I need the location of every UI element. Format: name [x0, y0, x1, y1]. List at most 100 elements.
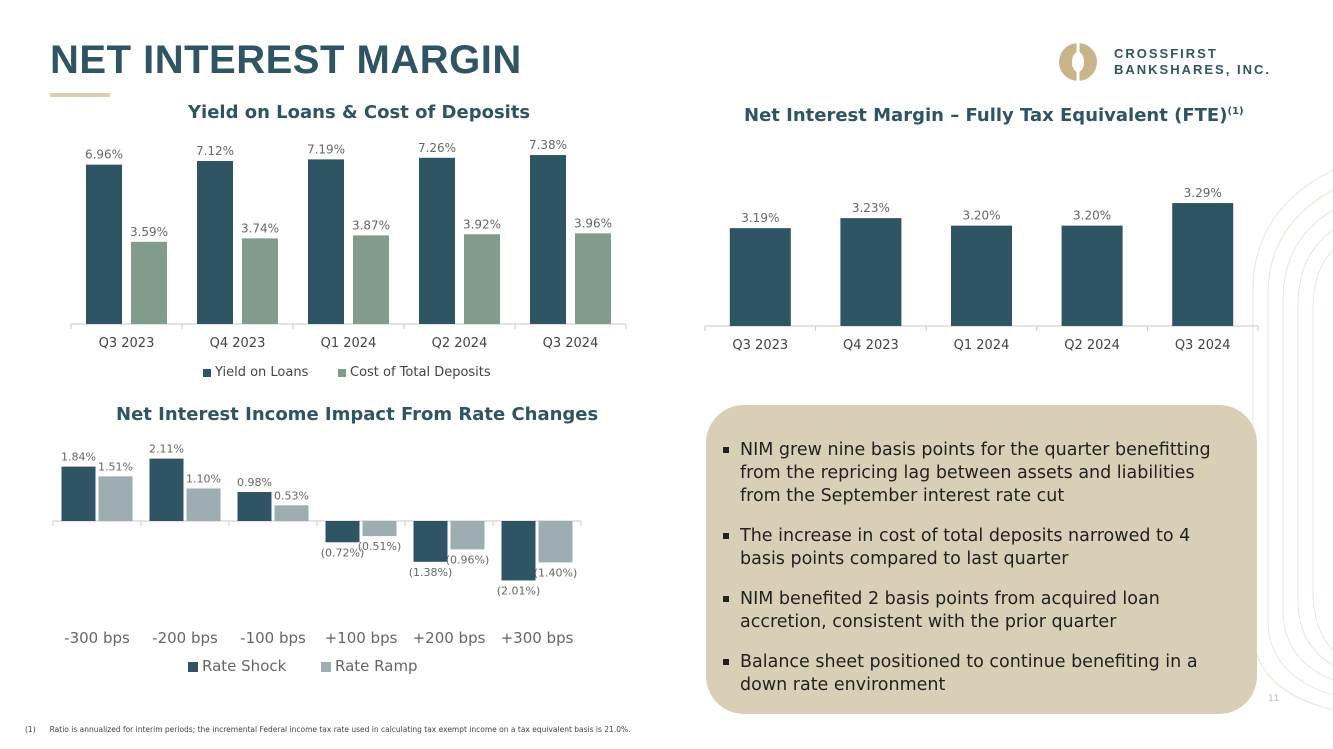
- legend-swatch: [188, 662, 198, 672]
- bar-rate-shock: [149, 458, 184, 521]
- highlight-item: Balance sheet positioned to continue ben…: [721, 651, 1237, 697]
- data-label: 3.96%: [574, 216, 612, 230]
- logo-line2: BANKSHARES, INC.: [1114, 62, 1271, 77]
- logo-line1: CROSSFIRST: [1114, 46, 1218, 61]
- data-label: 7.26%: [418, 141, 456, 155]
- data-label: 3.59%: [130, 225, 168, 239]
- x-tick-label: +300 bps: [501, 629, 574, 647]
- data-label: 3.92%: [463, 217, 501, 231]
- data-label: 3.23%: [852, 201, 890, 215]
- bar-yield-on-loans: [419, 157, 455, 324]
- highlight-text: Balance sheet positioned to continue ben…: [740, 652, 1198, 695]
- data-label: 3.20%: [962, 209, 1000, 223]
- bar-cost-of-total-deposits: [131, 241, 167, 324]
- data-label: (1.38%): [409, 566, 453, 579]
- bar-nim-fte-: [951, 225, 1012, 326]
- bar-rate-ramp: [274, 505, 309, 521]
- bar-nim-fte-: [1061, 225, 1123, 326]
- x-tick-label: -100 bps: [240, 629, 306, 647]
- logo-mark-icon: [1059, 42, 1097, 82]
- x-tick-label: Q2 2024: [1064, 338, 1120, 353]
- highlight-text: NIM grew nine basis points for the quart…: [740, 440, 1211, 506]
- bar-rate-shock: [325, 521, 360, 543]
- highlight-item: The increase in cost of total deposits n…: [721, 525, 1237, 571]
- bullet-square-icon: [723, 533, 729, 539]
- footnote: (1) Ratio is annualized for interim perio…: [25, 725, 631, 734]
- legend-swatch: [338, 369, 346, 377]
- x-tick-label: Q4 2023: [843, 338, 899, 353]
- chart-nim-fte: 3.19% 3.23% 3.20% 3.20% 3.29% Q3 2023 Q4 2023 Q…: [704, 186, 1259, 353]
- bar-cost-of-total-deposits: [464, 234, 500, 324]
- data-label: 1.84%: [61, 451, 96, 464]
- chart2-title-footnote: (1): [1227, 106, 1244, 117]
- highlight-text: NIM benefited 2 basis points from acquir…: [740, 589, 1160, 632]
- data-label: (0.96%): [446, 553, 490, 566]
- data-label: 7.12%: [196, 144, 234, 158]
- data-label: (0.72%): [321, 546, 365, 559]
- legend-label: Rate Shock: [202, 657, 287, 675]
- data-label: 3.87%: [352, 218, 390, 232]
- data-label: 0.98%: [237, 476, 272, 489]
- x-tick-label: +100 bps: [325, 629, 398, 647]
- chart3-title: Net Interest Income Impact From Rate Cha…: [116, 404, 599, 425]
- bar-yield-on-loans: [197, 160, 233, 324]
- bullet-square-icon: [723, 447, 729, 453]
- chart1-title: Yield on Loans & Cost of Deposits: [188, 102, 531, 123]
- bar-rate-ramp: [98, 476, 133, 521]
- data-label: 6.96%: [85, 148, 123, 162]
- x-tick-label: Q3 2023: [99, 336, 155, 351]
- x-tick-label: -300 bps: [64, 629, 130, 647]
- bar-cost-of-total-deposits: [353, 235, 389, 324]
- chart2-title-text: Net Interest Margin – Fully Tax Equivale…: [744, 105, 1228, 126]
- data-label: 7.38%: [529, 138, 567, 152]
- x-tick-label: Q3 2024: [543, 336, 599, 351]
- legend-swatch: [321, 662, 331, 672]
- title-underline: [50, 93, 110, 97]
- data-label: 1.51%: [98, 460, 133, 473]
- chart-rate-impact: 1.84% 2.11% 0.98% (0.72%) (1.38%) (2.01%) 1.51…: [52, 443, 582, 675]
- page-number: 11: [1268, 694, 1280, 704]
- chart-yield-cost: 6.96% 7.12% 7.19% 7.26% 7.38% 3.59% 3.74% 3.87%…: [70, 138, 627, 380]
- footnote-text: Ratio is annualized for interim periods;…: [49, 725, 631, 734]
- bar-rate-ramp: [450, 521, 485, 550]
- x-tick-label: -200 bps: [152, 629, 218, 647]
- chart2-title: Net Interest Margin – Fully Tax Equivale…: [744, 105, 1244, 126]
- bar-cost-of-total-deposits: [242, 238, 278, 324]
- data-label: 2.11%: [149, 443, 184, 456]
- highlight-item: NIM benefited 2 basis points from acquir…: [721, 588, 1237, 634]
- bar-nim-fte-: [729, 228, 791, 326]
- data-label: (2.01%): [497, 584, 541, 597]
- bar-rate-shock: [61, 466, 96, 521]
- bar-rate-ramp: [362, 521, 397, 537]
- background-pattern: [1252, 169, 1333, 710]
- bar-cost-of-total-deposits: [575, 233, 611, 324]
- data-label: 7.19%: [307, 142, 345, 156]
- x-tick-label: Q3 2023: [732, 338, 788, 353]
- bullet-square-icon: [723, 659, 729, 665]
- bar-nim-fte-: [1172, 203, 1234, 326]
- x-tick-label: Q1 2024: [954, 338, 1010, 353]
- bar-yield-on-loans: [308, 159, 344, 324]
- data-label: 3.20%: [1073, 209, 1111, 223]
- data-label: 3.19%: [741, 211, 779, 225]
- bullet-square-icon: [723, 596, 729, 602]
- data-label: 1.10%: [186, 472, 221, 485]
- bar-nim-fte-: [840, 218, 902, 326]
- data-label: (1.40%): [534, 566, 578, 579]
- bar-yield-on-loans: [530, 155, 566, 324]
- data-label: (0.51%): [358, 540, 402, 553]
- highlight-text: The increase in cost of total deposits n…: [740, 526, 1191, 569]
- footnote-marker: (1): [25, 725, 36, 734]
- bar-yield-on-loans: [86, 164, 122, 324]
- highlights-box: NIM grew nine basis points for the quart…: [706, 405, 1257, 714]
- data-label: 0.53%: [274, 489, 309, 502]
- x-tick-label: Q1 2024: [321, 336, 377, 351]
- legend-swatch: [203, 369, 211, 377]
- bar-rate-shock: [237, 492, 272, 521]
- legend-label: Cost of Total Deposits: [350, 365, 491, 380]
- page-title: NET INTEREST MARGIN: [50, 38, 522, 82]
- x-tick-label: +200 bps: [413, 629, 486, 647]
- x-tick-label: Q4 2023: [210, 336, 266, 351]
- bar-rate-ramp: [186, 488, 221, 521]
- bar-rate-shock: [413, 521, 448, 562]
